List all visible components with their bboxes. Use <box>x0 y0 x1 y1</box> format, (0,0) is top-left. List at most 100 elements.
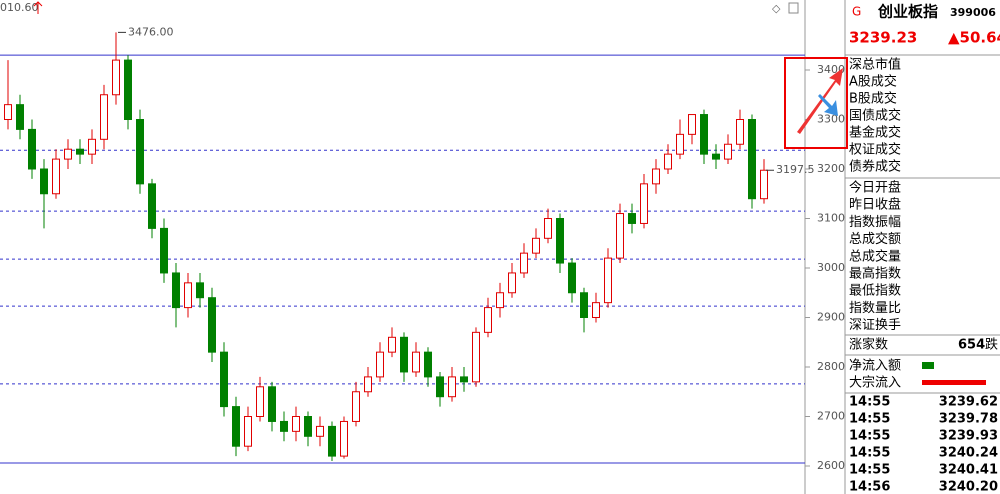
field-label: 深证换手 <box>849 318 901 333</box>
candle-body <box>340 420 348 457</box>
candle-body <box>220 351 228 408</box>
candle-body <box>232 406 240 447</box>
candle-body <box>712 153 720 160</box>
candle-body <box>460 376 468 383</box>
tick-price: 3240.41 <box>939 463 998 478</box>
candle-body <box>52 158 60 195</box>
marker: G <box>852 5 861 19</box>
y-tick-label: 3100 <box>817 212 845 225</box>
price: 3239.23 <box>849 29 917 47</box>
candle-body <box>580 292 588 318</box>
candle-body <box>496 292 504 309</box>
y-tick-label: 2800 <box>817 360 845 373</box>
flow-bar <box>922 362 934 369</box>
candle-body <box>640 183 648 224</box>
corner-label: 010.60 <box>0 1 39 14</box>
field-label: 总成交量 <box>849 248 901 264</box>
tick-price: 3239.62 <box>939 395 998 410</box>
candle-body <box>4 104 12 121</box>
field-label: 深总市值 <box>849 57 901 73</box>
candle-body <box>484 307 492 333</box>
candle-body <box>100 94 108 140</box>
candle-body <box>124 59 132 120</box>
field-label: 今日开盘 <box>849 180 901 196</box>
candle-body <box>508 272 516 294</box>
candle-body <box>172 272 180 309</box>
candle-body <box>76 148 84 155</box>
field-label: 总成交额 <box>849 231 901 247</box>
fall-label: 跌 <box>985 337 998 353</box>
arrow <box>797 68 843 134</box>
up-arrow <box>33 1 43 14</box>
annotation: 3197.5 <box>776 163 815 176</box>
y-tick-label: 3000 <box>817 261 845 274</box>
candle-body <box>160 227 168 274</box>
candle-body <box>304 416 312 437</box>
field-label: 国债成交 <box>849 108 901 124</box>
candle-body <box>748 119 756 200</box>
candle-body <box>544 218 552 239</box>
candle-body <box>724 143 732 160</box>
field-label: 指数振幅 <box>849 215 901 230</box>
candle-body <box>148 183 156 229</box>
candle-body <box>268 386 276 422</box>
y-tick-label: 3200 <box>817 162 845 175</box>
candle-body <box>700 114 708 155</box>
candle-body <box>316 425 324 437</box>
field-label: 最低指数 <box>849 284 901 299</box>
tick-time: 14:55 <box>849 412 890 427</box>
candle-body <box>676 133 684 155</box>
candle-body <box>184 282 192 309</box>
candle-body <box>196 282 204 299</box>
field-label: 基金成交 <box>849 125 901 141</box>
y-tick-label: 2700 <box>817 410 845 423</box>
candle-body <box>40 168 48 195</box>
field-label: 昨日收盘 <box>849 197 901 213</box>
tick-price: 3240.24 <box>939 446 998 461</box>
candle-body <box>412 351 420 373</box>
candle-body <box>664 153 672 170</box>
index-code: 399006 <box>950 6 996 19</box>
candle-body <box>136 119 144 185</box>
icon[interactable]: ◇ <box>772 2 781 15</box>
candle-body <box>352 391 360 422</box>
change: ▲50.64 <box>948 29 1000 47</box>
candle-body <box>28 128 36 170</box>
candle-body <box>256 386 264 417</box>
index-name: 创业板指 <box>877 3 938 21</box>
candle-body <box>376 351 384 378</box>
candle-body <box>88 138 96 155</box>
candle-body <box>280 420 288 432</box>
candle-body <box>292 416 300 432</box>
icon[interactable] <box>788 2 799 14</box>
candle-body <box>472 331 480 383</box>
tick-time: 14:55 <box>849 395 890 410</box>
flow-label: 净流入额 <box>849 359 901 374</box>
candle-body <box>400 336 408 373</box>
tick-time: 14:55 <box>849 446 890 461</box>
candle-body <box>112 59 120 96</box>
candle-body <box>688 114 696 135</box>
tick-time: 14:55 <box>849 429 890 444</box>
candle-body <box>592 302 600 318</box>
highlight-box <box>784 57 848 149</box>
tick-price: 3239.93 <box>939 429 998 444</box>
candle-body <box>364 376 372 393</box>
flow-label: 大宗流入 <box>849 375 901 391</box>
candle-body <box>736 119 744 145</box>
field-label: 权证成交 <box>849 142 901 158</box>
y-tick-label: 2900 <box>817 311 845 324</box>
candle-body <box>616 213 624 259</box>
candle-body <box>604 257 612 304</box>
candle-body <box>436 376 444 398</box>
arrow <box>818 94 838 116</box>
candle-body <box>388 336 396 353</box>
field-label: B股成交 <box>849 91 897 107</box>
candle-body <box>244 416 252 447</box>
candle-body <box>652 168 660 185</box>
candle-body <box>760 169 768 200</box>
candle-body <box>16 104 24 130</box>
rise-count: 654 <box>958 338 985 353</box>
rise-label: 涨家数 <box>849 337 888 353</box>
